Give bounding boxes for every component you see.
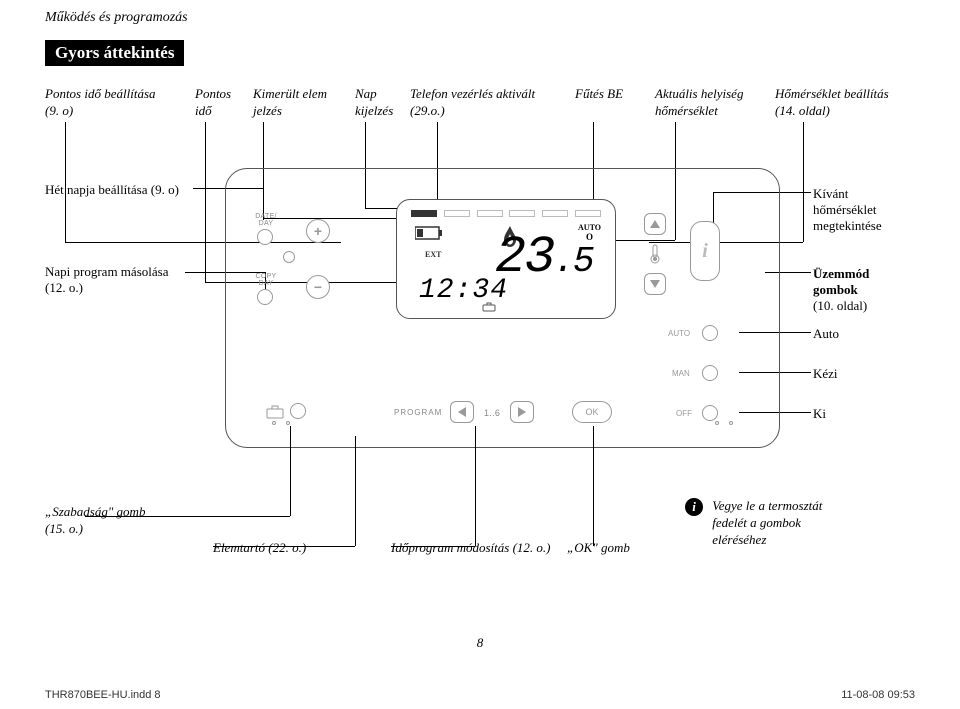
thermometer-icon <box>648 243 662 265</box>
top-label-5a: Telefon vezérlés aktivált <box>410 86 535 101</box>
bottom-label-holiday: „Szabadság" gomb(15. o.) <box>45 504 145 538</box>
footer-timestamp: 11-08-08 09:53 <box>841 689 915 701</box>
callout-line <box>803 122 804 242</box>
right-label-man: Kézi <box>813 366 838 382</box>
top-label-1b: (9. o) <box>45 103 73 118</box>
date-day-label: DATE/ DAY <box>252 213 280 227</box>
callout-line <box>739 372 765 373</box>
top-label-3b: jelzés <box>253 103 282 118</box>
ok-button[interactable]: OK <box>572 401 612 423</box>
off-button[interactable] <box>702 405 718 421</box>
lcd-ext-label: EXT <box>425 250 441 259</box>
top-label-8a: Hőmérséklet beállítás <box>775 86 889 101</box>
top-label-2b: idő <box>195 103 212 118</box>
top-labels: Pontos idő beállítása (9. o) Pontos idő Ki… <box>45 86 915 132</box>
info-button[interactable]: i <box>690 221 720 281</box>
top-label-6: Fűtés BE <box>575 86 623 101</box>
top-label-2a: Pontos <box>195 86 231 101</box>
top-label-7b: hőmérséklet <box>655 103 718 118</box>
callout-line <box>593 426 594 546</box>
top-label-7a: Aktuális helyiség <box>655 86 743 101</box>
bottom-label-battery: Elemtartó (22. o.) <box>213 540 306 557</box>
callout-line <box>475 426 476 546</box>
top-label-5b: (29.o.) <box>410 103 445 118</box>
top-label-8b: (14. oldal) <box>775 103 830 118</box>
program-left-button[interactable] <box>450 401 474 423</box>
case-icon <box>482 302 496 312</box>
man-button[interactable] <box>702 365 718 381</box>
page-footer: THR870BEE-HU.indd 8 11-08-08 09:53 <box>45 689 915 701</box>
bottom-label-program: Időprogram módosítás (12. o.) <box>391 540 551 557</box>
right-label-off: Ki <box>813 406 826 422</box>
temp-down-button[interactable] <box>644 273 666 295</box>
callout-line <box>290 426 291 516</box>
dot <box>715 421 719 425</box>
man-label: MAN <box>672 369 690 378</box>
program-label: PROGRAM <box>394 409 442 417</box>
section-title: Működés és programozás <box>45 10 915 26</box>
date-day-button[interactable] <box>257 229 273 245</box>
bottom-label-ok: „OK" gomb <box>567 540 630 557</box>
footer-file: THR870BEE-HU.indd 8 <box>45 689 161 701</box>
lcd-day-bars <box>411 210 601 217</box>
auto-button[interactable] <box>702 325 718 341</box>
right-label-auto: Auto <box>813 326 839 342</box>
temp-up-button[interactable] <box>644 213 666 235</box>
callout-line <box>355 436 356 546</box>
off-label: OFF <box>676 409 692 418</box>
callout-line <box>739 332 765 333</box>
top-label-4a: Nap <box>355 86 377 101</box>
dot <box>272 421 276 425</box>
quick-overview-banner: Gyors áttekintés <box>45 40 184 66</box>
lcd-auto-indicator: AUTOO <box>578 224 601 243</box>
top-label-3a: Kimerült elem <box>253 86 327 101</box>
dot <box>729 421 733 425</box>
copy-day-label: COPY DAY <box>252 273 280 287</box>
auto-label: AUTO <box>668 329 690 338</box>
top-label-4b: kijelzés <box>355 103 393 118</box>
callout-line <box>205 122 206 282</box>
clock-icon <box>283 251 295 263</box>
left-label-copy: Napi program másolása(12. o.) <box>45 264 168 296</box>
thermostat-device: DATE/ DAY COPY DAY + − EXT 12:34 <box>225 168 780 448</box>
copy-day-button[interactable] <box>257 289 273 305</box>
info-icon: i <box>685 498 703 516</box>
left-label-day: Hét napja beállítása (9. o) <box>45 182 179 198</box>
right-label-temp: Kívánt hőmérsékletmegtekintése <box>813 186 915 234</box>
lcd-display: EXT 12:34 23.5 AUTOO <box>396 199 616 319</box>
bottom-label-cover: i Vegye le a termosztát fedelét a gombok… <box>685 498 822 549</box>
top-label-1a: Pontos idő beállítása <box>45 86 156 101</box>
callout-line <box>739 412 765 413</box>
holiday-icon <box>266 405 284 419</box>
plus-button[interactable]: + <box>306 219 330 243</box>
holiday-button[interactable] <box>290 403 306 419</box>
battery-icon <box>415 226 443 240</box>
right-label-mode: Üzemmód gombok(10. oldal) <box>813 266 915 314</box>
program-range: 1..6 <box>484 409 500 418</box>
program-right-button[interactable] <box>510 401 534 423</box>
dot <box>286 421 290 425</box>
minus-button[interactable]: − <box>306 275 330 299</box>
page-number: 8 <box>45 635 915 651</box>
